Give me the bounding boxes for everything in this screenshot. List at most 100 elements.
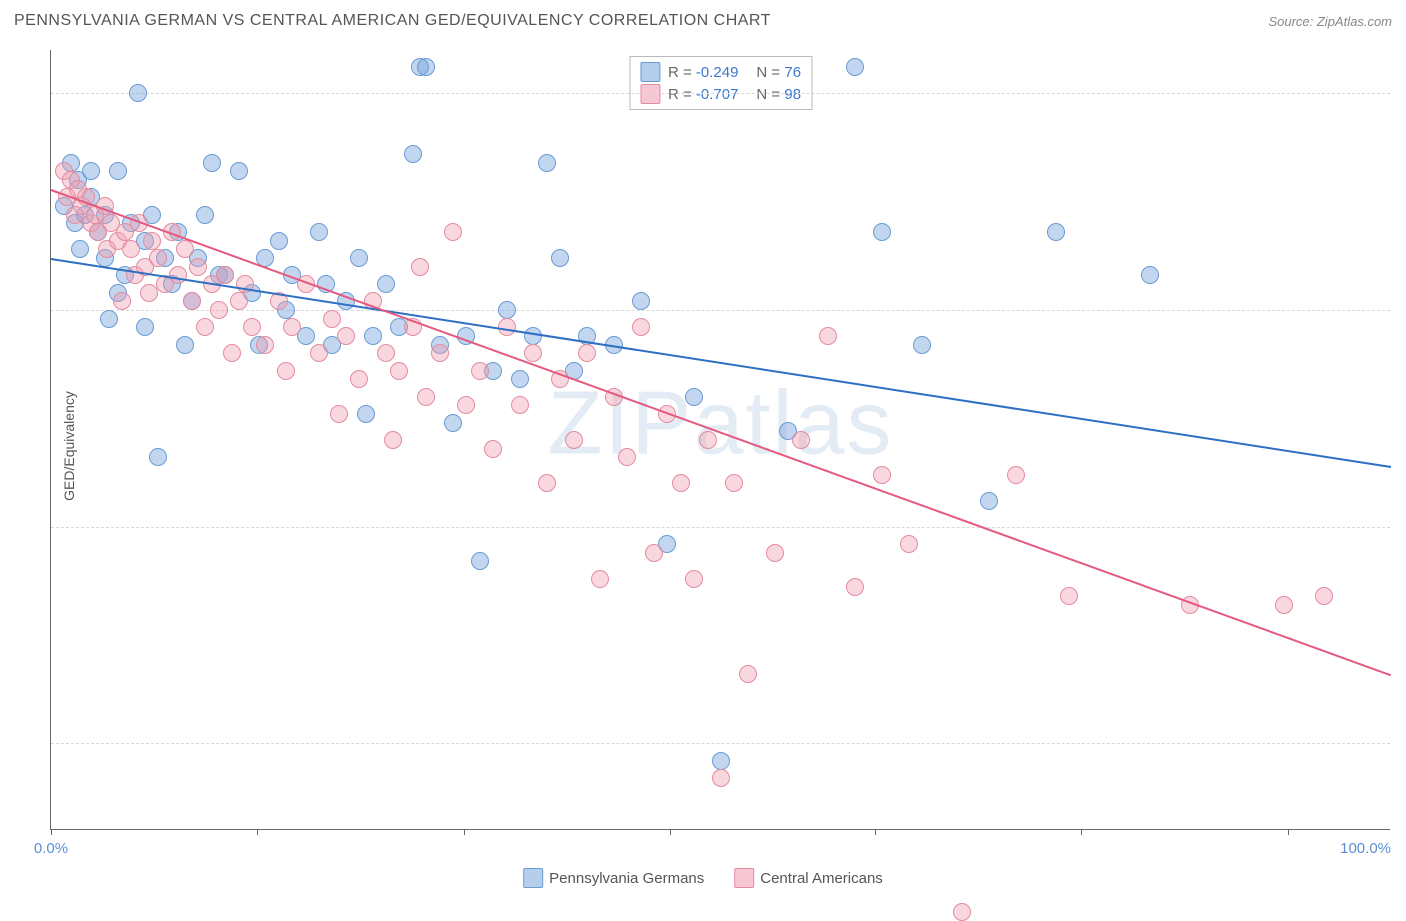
scatter-point (1275, 596, 1293, 614)
scatter-point (484, 440, 502, 458)
scatter-point (766, 544, 784, 562)
scatter-point (176, 240, 194, 258)
y-tick-label: 50.0% (1398, 518, 1406, 535)
scatter-point (565, 431, 583, 449)
legend-swatch (523, 868, 543, 888)
scatter-point (524, 344, 542, 362)
scatter-point (417, 58, 435, 76)
scatter-point (384, 431, 402, 449)
scatter-point (350, 370, 368, 388)
scatter-point (1047, 223, 1065, 241)
scatter-point (243, 318, 261, 336)
scatter-point (1315, 587, 1333, 605)
x-tick-mark (1081, 829, 1082, 835)
scatter-point (109, 162, 127, 180)
scatter-point (591, 570, 609, 588)
y-tick-label: 25.0% (1398, 735, 1406, 752)
scatter-point (230, 162, 248, 180)
trend-line (51, 189, 1392, 676)
scatter-point (223, 344, 241, 362)
scatter-point (739, 665, 757, 683)
scatter-point (645, 544, 663, 562)
chart-title: PENNSYLVANIA GERMAN VS CENTRAL AMERICAN … (14, 12, 771, 30)
scatter-point (632, 292, 650, 310)
gridline-horizontal (51, 93, 1390, 94)
scatter-point (618, 448, 636, 466)
gridline-horizontal (51, 527, 1390, 528)
chart-header: PENNSYLVANIA GERMAN VS CENTRAL AMERICAN … (14, 12, 1392, 30)
scatter-point (1060, 587, 1078, 605)
legend-item: Pennsylvania Germans (523, 868, 704, 888)
scatter-point (712, 769, 730, 787)
plot-area: ZIPatlas R = -0.249N = 76R = -0.707N = 9… (50, 50, 1390, 830)
scatter-point (176, 336, 194, 354)
scatter-point (136, 318, 154, 336)
scatter-point (122, 240, 140, 258)
scatter-point (350, 249, 368, 267)
scatter-point (672, 474, 690, 492)
scatter-point (431, 344, 449, 362)
scatter-point (330, 405, 348, 423)
scatter-point (129, 84, 147, 102)
scatter-point (551, 249, 569, 267)
scatter-point (203, 154, 221, 172)
scatter-point (444, 223, 462, 241)
scatter-point (846, 58, 864, 76)
legend-label: Central Americans (760, 870, 883, 887)
x-tick-mark (875, 829, 876, 835)
scatter-point (411, 258, 429, 276)
scatter-point (71, 240, 89, 258)
x-tick-mark (670, 829, 671, 835)
scatter-point (377, 344, 395, 362)
scatter-point (189, 258, 207, 276)
scatter-point (578, 344, 596, 362)
x-tick-label-right: 100.0% (1340, 840, 1391, 857)
scatter-point (196, 206, 214, 224)
legend-item: Central Americans (734, 868, 883, 888)
scatter-point (210, 301, 228, 319)
scatter-point (792, 431, 810, 449)
scatter-point (357, 405, 375, 423)
scatter-point (685, 388, 703, 406)
scatter-point (100, 310, 118, 328)
scatter-point (873, 223, 891, 241)
scatter-point (498, 301, 516, 319)
x-tick-mark (257, 829, 258, 835)
y-tick-label: 100.0% (1398, 85, 1406, 102)
scatter-point (270, 232, 288, 250)
gridline-horizontal (51, 310, 1390, 311)
chart-source: Source: ZipAtlas.com (1268, 14, 1392, 29)
legend: Pennsylvania Germans Central Americans (523, 868, 883, 888)
scatter-point (404, 145, 422, 163)
x-tick-mark (51, 829, 52, 835)
x-tick-label-left: 0.0% (34, 840, 68, 857)
scatter-point (444, 414, 462, 432)
x-tick-mark (1288, 829, 1289, 835)
scatter-point (471, 362, 489, 380)
legend-label: Pennsylvania Germans (549, 870, 704, 887)
stat-n: N = 76 (756, 64, 801, 81)
scatter-point (417, 388, 435, 406)
scatter-point (82, 162, 100, 180)
scatter-point (149, 249, 167, 267)
scatter-point (632, 318, 650, 336)
stat-r: R = -0.249 (668, 64, 738, 81)
scatter-point (310, 344, 328, 362)
scatter-point (390, 362, 408, 380)
scatter-point (337, 327, 355, 345)
scatter-point (471, 552, 489, 570)
trend-line (51, 258, 1391, 468)
scatter-point (699, 431, 717, 449)
scatter-point (377, 275, 395, 293)
scatter-point (873, 466, 891, 484)
scatter-point (169, 266, 187, 284)
scatter-point (900, 535, 918, 553)
scatter-point (1007, 466, 1025, 484)
stat-swatch (640, 62, 660, 82)
scatter-point (511, 370, 529, 388)
scatter-point (277, 362, 295, 380)
scatter-point (256, 336, 274, 354)
scatter-point (149, 448, 167, 466)
scatter-point (196, 318, 214, 336)
scatter-point (183, 292, 201, 310)
